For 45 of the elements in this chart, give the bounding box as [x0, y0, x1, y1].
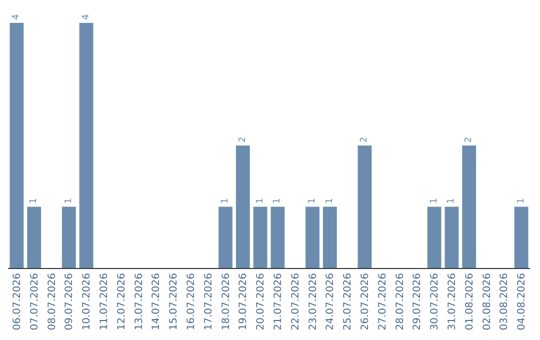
x-tick-label: 22.07.2026: [290, 273, 302, 330]
data-label: 2: [360, 136, 370, 142]
x-tick-label: 01.08.2026: [464, 273, 476, 330]
data-label: 1: [324, 198, 335, 204]
x-tick-label: 26.07.2026: [360, 273, 371, 330]
x-tick-label: 07.07.2026: [29, 273, 40, 330]
x-tick-label: 17.07.2026: [203, 273, 214, 330]
data-label: 1: [272, 198, 283, 204]
x-tick-label: 14.07.2026: [151, 273, 162, 330]
x-tick-label: 18.07.2026: [220, 273, 232, 330]
x-tick-label: 28.07.2026: [394, 273, 406, 330]
data-label: 1: [446, 198, 457, 204]
x-tick-label: 25.07.2026: [342, 273, 354, 330]
x-tick-label: 12.07.2026: [116, 273, 128, 330]
x-tick-label: 20.07.2026: [256, 273, 267, 330]
x-tick-label: 08.07.2026: [46, 273, 58, 330]
x-tick-label: 02.08.2026: [482, 273, 493, 330]
x-tick-label: 23.07.2026: [308, 273, 319, 330]
x-tick-label: 30.07.2026: [430, 273, 441, 330]
data-label: 1: [516, 198, 526, 204]
x-tick-label: 31.07.2026: [446, 273, 458, 330]
data-label: 1: [429, 198, 440, 204]
x-tick-label: 11.07.2026: [98, 273, 110, 330]
x-tick-label: 24.07.2026: [325, 273, 336, 330]
x-tick-label: 15.07.2026: [168, 273, 180, 330]
x-tick-label: 03.08.2026: [499, 273, 510, 330]
data-label: 1: [64, 198, 74, 204]
data-label: 4: [81, 14, 92, 20]
data-label: 2: [238, 136, 248, 142]
data-label: 4: [12, 14, 22, 20]
x-tick-label: 06.07.2026: [12, 273, 23, 330]
x-tick-label: 13.07.2026: [134, 273, 145, 330]
x-tick-label: 10.07.2026: [82, 273, 93, 330]
data-label: 1: [29, 198, 40, 204]
x-tick-label: 27.07.2026: [377, 273, 388, 330]
x-tick-label: 19.07.2026: [238, 273, 250, 330]
x-tick-label: 16.07.2026: [186, 273, 197, 330]
data-label: 1: [255, 198, 266, 204]
data-label: 2: [464, 136, 474, 142]
x-tick-label: 04.08.2026: [516, 273, 528, 330]
x-tick-label: 09.07.2026: [64, 273, 76, 330]
x-tick-label: 21.07.2026: [272, 273, 284, 330]
x-tick-label: 29.07.2026: [412, 273, 424, 330]
data-label: 1: [308, 198, 318, 204]
data-label: 1: [220, 198, 230, 204]
